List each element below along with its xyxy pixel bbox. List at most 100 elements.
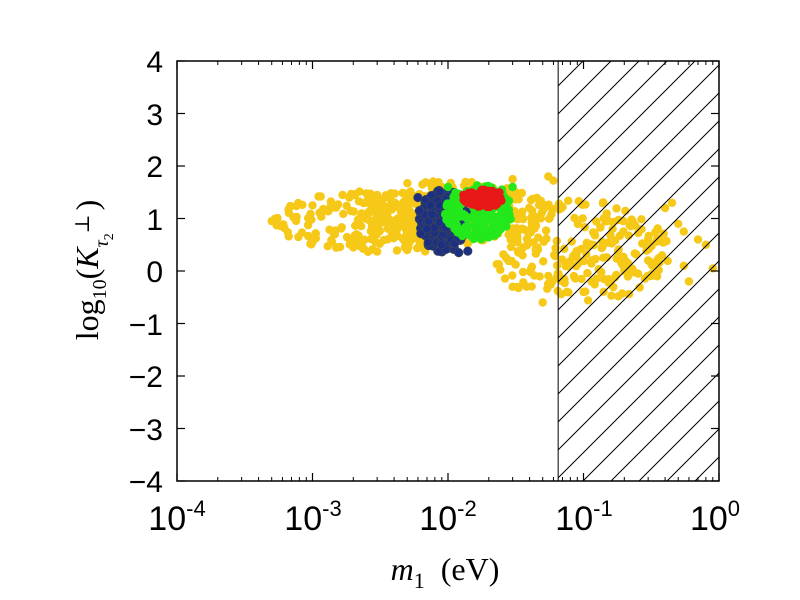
scatter-point — [445, 200, 454, 210]
scatter-point — [416, 229, 426, 239]
scatter-point — [378, 195, 387, 204]
scatter-point — [350, 190, 359, 200]
scatter-point — [508, 282, 517, 291]
scatter-point — [543, 284, 552, 293]
scatter-point — [434, 200, 445, 211]
scatter-point — [357, 209, 366, 218]
scatter-point — [408, 229, 417, 238]
scatter-point — [392, 246, 402, 255]
scatter-point — [389, 202, 398, 212]
scatter-point — [371, 238, 380, 247]
series-red — [459, 185, 506, 212]
excluded-region-hatch — [557, 60, 720, 482]
scatter-point — [387, 230, 397, 239]
scatter-point — [506, 242, 516, 252]
scatter-point — [345, 236, 355, 245]
scatter-point — [514, 195, 523, 204]
scatter-point — [550, 250, 559, 260]
y-tick-label: 2 — [146, 151, 163, 184]
scatter-point — [413, 243, 422, 253]
scatter-point — [393, 224, 402, 234]
scatter-point — [396, 208, 406, 217]
scatter-point — [368, 245, 377, 254]
scatter-point — [286, 201, 295, 211]
scatter-point — [541, 226, 551, 235]
scatter-point — [454, 248, 464, 258]
y-tick-label: 3 — [146, 99, 163, 132]
x-tick-label: 100 — [690, 496, 740, 538]
scatter-point — [403, 179, 412, 188]
scatter-point — [461, 177, 470, 187]
scatter-point — [533, 245, 543, 254]
scatter-point — [405, 199, 414, 209]
y-tick-label: −2 — [129, 361, 163, 394]
scatter-point — [386, 191, 395, 200]
scatter-point — [326, 197, 336, 206]
scatter-point — [423, 238, 433, 248]
scatter-point — [518, 207, 527, 216]
scatter-point — [538, 298, 547, 307]
y-tick-label: 0 — [146, 256, 163, 289]
scatter-point — [304, 231, 313, 241]
scatter-point — [298, 200, 307, 210]
scatter-point — [512, 224, 522, 233]
scatter-point — [503, 255, 513, 265]
x-tick-label: 10-4 — [148, 496, 205, 538]
scatter-point — [490, 216, 500, 225]
scatter-point — [508, 174, 517, 184]
scatter-point — [499, 250, 508, 259]
scatter-point — [278, 222, 287, 231]
scatter-point — [451, 215, 461, 224]
scatter-point — [467, 232, 477, 242]
y-tick-labels: 4 3 2 1 0 −1 −2 −3 −4 — [129, 46, 163, 499]
scatter-point — [401, 221, 410, 230]
scatter-point — [492, 260, 501, 269]
scatter-point — [519, 225, 528, 234]
x-tick-label: 10-1 — [555, 496, 612, 538]
scatter-point — [349, 243, 358, 252]
scatter-point — [526, 265, 536, 274]
scatter-point — [354, 235, 364, 244]
y-tick-label: −1 — [129, 309, 163, 342]
y-axis-ticks — [177, 60, 719, 482]
scatter-point — [414, 206, 424, 216]
y-tick-label: 4 — [146, 46, 163, 79]
scatter-point — [544, 271, 553, 281]
scatter-point — [513, 215, 522, 224]
scatter-point — [338, 190, 347, 200]
scatter-point — [508, 182, 517, 192]
scatter-point — [327, 203, 336, 212]
scatter-point — [508, 271, 517, 280]
scatter-point — [377, 218, 386, 227]
x-axis-title: m1 (eV) — [391, 551, 500, 593]
scatter-point — [519, 278, 528, 287]
scatter-point — [392, 217, 401, 227]
scatter-point — [513, 231, 522, 240]
scatter-point — [318, 207, 327, 216]
y-axis-title: log10(Kτ2⊥) — [69, 200, 117, 341]
scatter-point — [372, 190, 382, 200]
scatter-point — [427, 210, 437, 220]
scatter-point — [518, 267, 528, 277]
scatter-point — [532, 193, 542, 203]
scatter-point — [401, 215, 410, 224]
scatter-point — [514, 248, 523, 257]
scatter-point — [333, 200, 343, 209]
scatter-point — [283, 228, 293, 237]
scatter-point — [354, 197, 364, 206]
scatter-point — [522, 241, 532, 250]
scatter-point — [357, 242, 366, 251]
scatter-point — [531, 221, 541, 230]
y-tick-label: −3 — [129, 414, 163, 447]
scatter-point — [463, 246, 473, 256]
scatter-point — [413, 192, 423, 203]
scatter-point — [308, 201, 317, 210]
plot-area — [267, 172, 717, 307]
scatter-point — [528, 206, 537, 215]
x-tick-label: 10-2 — [419, 496, 476, 538]
scatter-point — [364, 215, 374, 225]
x-tick-labels: 10-4 10-3 10-2 10-1 100 — [148, 496, 740, 538]
scatter-point — [308, 237, 317, 247]
scatter-point — [337, 223, 346, 232]
